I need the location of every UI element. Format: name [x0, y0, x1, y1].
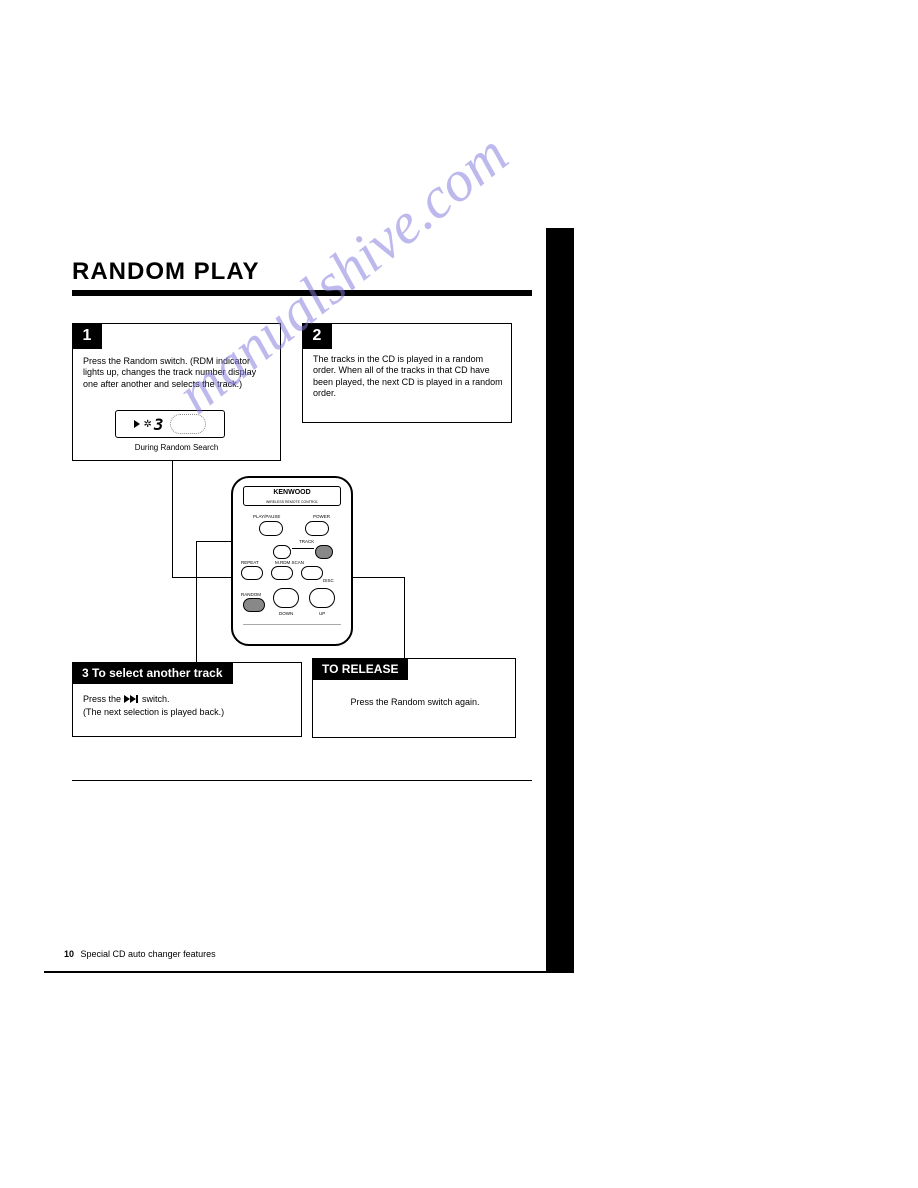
step-2-number: 2	[302, 323, 332, 349]
step-1-text: Press the Random switch. (RDM indicator …	[83, 356, 269, 390]
label-up: UP	[319, 611, 325, 616]
scan-button	[301, 566, 323, 580]
label-random: RANDOM	[241, 592, 261, 597]
callout-line-left-h	[172, 577, 231, 578]
step-3-text-prefix: Press the	[83, 694, 124, 704]
callout-line-left-v	[172, 461, 173, 577]
bottom-rule	[72, 780, 532, 781]
track-connector	[292, 548, 314, 549]
remote-subtitle: WIRELESS REMOTE CONTROL	[266, 500, 318, 504]
remote-diagram: KENWOOD WIRELESS REMOTE CONTROL PLAY/PAU…	[231, 476, 353, 646]
label-disc: DISC	[323, 578, 334, 583]
down-button	[273, 588, 299, 608]
power-button	[305, 521, 329, 536]
mrdm-button	[271, 566, 293, 580]
page-number: 10	[64, 949, 74, 959]
step-3-text-line2: (The next selection is played back.)	[83, 707, 224, 717]
lcd-digit: 3	[154, 415, 164, 434]
footer-text: Special CD auto changer features	[81, 949, 216, 959]
release-header: TO RELEASE	[312, 658, 408, 680]
step-3-box: 3 To select another track Press the swit…	[72, 662, 302, 737]
remote-brand-window: KENWOOD WIRELESS REMOTE CONTROL	[243, 486, 341, 506]
label-magazine: M.RDM SCAN	[275, 560, 304, 565]
lcd-display: ✲ 3	[115, 410, 225, 438]
label-track: TRACK	[299, 539, 314, 544]
track-prev-button	[273, 545, 291, 559]
next-track-icon	[124, 694, 140, 706]
label-repeat: REPEAT	[241, 560, 259, 565]
callout-line-3-h	[196, 541, 231, 542]
label-down: DOWN	[279, 611, 293, 616]
lcd-dotted-icon	[170, 414, 206, 434]
step-3-text: Press the switch. (The next selection is…	[83, 693, 293, 718]
scan-outer: RANDOM PLAY 1 Press the Random switch. (…	[44, 228, 574, 973]
play-pause-button	[259, 521, 283, 536]
step-1-box: 1 Press the Random switch. (RDM indicato…	[72, 323, 281, 461]
label-power: POWER	[313, 514, 330, 519]
page-title: RANDOM PLAY	[72, 258, 259, 286]
step-2-text: The tracks in the CD is played in a rand…	[313, 354, 503, 399]
play-icon	[134, 420, 140, 428]
step-1-number: 1	[72, 323, 102, 349]
release-text: Press the Random switch again.	[325, 697, 505, 707]
step-3-header: 3 To select another track	[72, 662, 233, 684]
title-rule	[72, 290, 532, 296]
callout-line-4-v	[404, 577, 405, 658]
step-3-text-suffix: switch.	[142, 694, 170, 704]
release-box: TO RELEASE Press the Random switch again…	[312, 658, 516, 738]
page-footer: 10 Special CD auto changer features	[64, 949, 216, 959]
callout-line-4-h	[346, 577, 404, 578]
up-button	[309, 588, 335, 608]
page-inner: RANDOM PLAY 1 Press the Random switch. (…	[44, 228, 546, 971]
remote-divider	[243, 624, 341, 625]
remote-brand: KENWOOD	[273, 489, 310, 496]
label-play-pause: PLAY/PAUSE	[253, 514, 280, 519]
random-button	[243, 598, 265, 612]
repeat-button	[241, 566, 263, 580]
remote-buttons: PLAY/PAUSE POWER TRACK REPEAT M.RDM SCAN…	[239, 512, 345, 636]
track-next-button	[315, 545, 333, 559]
step-2-box: 2 The tracks in the CD is played in a ra…	[302, 323, 512, 423]
lcd-caption: During Random Search	[73, 443, 280, 452]
callout-line-3-v	[196, 541, 197, 662]
